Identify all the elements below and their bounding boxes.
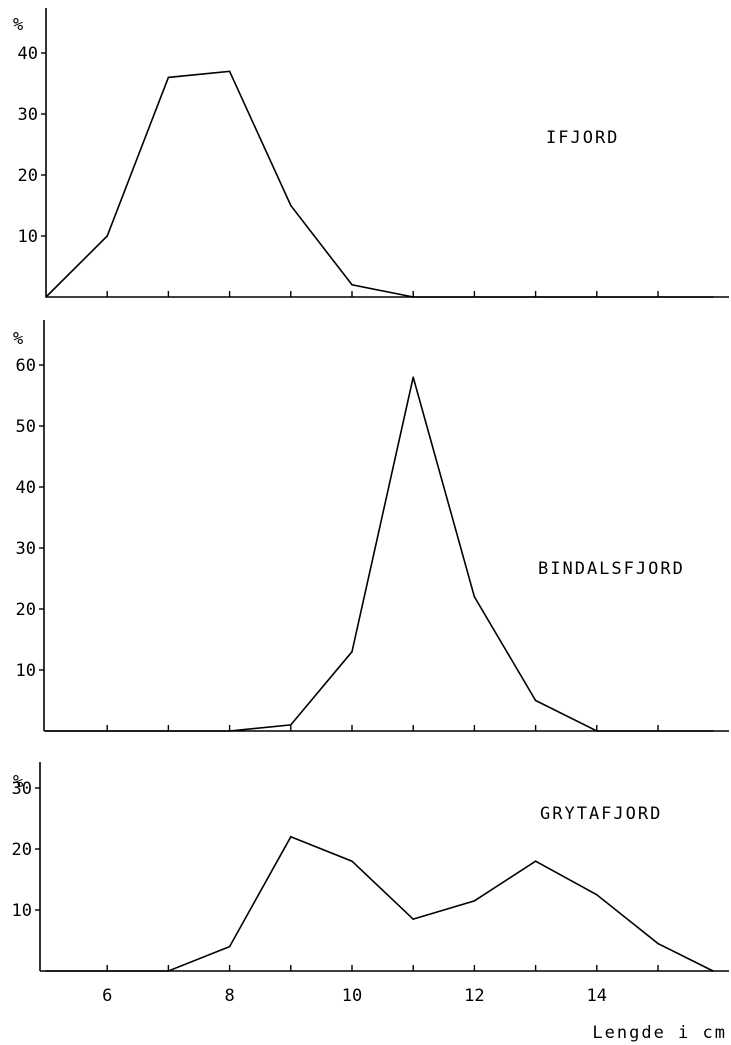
data-point [534, 699, 537, 702]
panel-title: GRYTAFJORD [540, 804, 662, 824]
data-point [228, 730, 231, 732]
data-point [45, 296, 47, 298]
data-point [351, 650, 353, 653]
y-tick-label: 60 [16, 356, 36, 376]
y-tick-label: 10 [16, 661, 36, 681]
data-point [412, 918, 415, 920]
data-point [290, 836, 292, 838]
x-tick-label: 14 [587, 986, 607, 1006]
panel-bindalsfjord: 10 20 30 40 50 60% BINDALSFJORD [13, 320, 729, 732]
x-tick-label: 6 [102, 986, 112, 1006]
y-tick-label: 20 [16, 600, 36, 620]
series-line [46, 376, 714, 732]
y-tick-label: 10 [18, 227, 38, 247]
panel-title: IFJORD [546, 128, 619, 148]
panel-ifjord: 10 20 30 40% IFJORD [13, 8, 729, 298]
y-axis-unit: % [13, 329, 23, 349]
y-tick-label: 40 [18, 44, 38, 64]
y-tick-label: 50 [16, 417, 36, 437]
data-point [712, 730, 714, 732]
x-tick-label: 8 [224, 986, 234, 1006]
data-point [596, 730, 598, 732]
data-point [473, 900, 476, 902]
panel-grytafjord: 10 20 30% 6 8 10 12 14 GRYTAFJORD [12, 762, 729, 1006]
x-axis-title: Lengde i cm [592, 1023, 727, 1043]
y-axis-unit: % [13, 15, 23, 35]
data-point [351, 284, 353, 286]
y-tick-label: 40 [16, 478, 36, 498]
y-tick-label: 30 [12, 779, 32, 799]
data-point [351, 860, 353, 862]
data-point [167, 76, 170, 79]
data-point [657, 942, 659, 945]
series-line [45, 70, 714, 298]
y-tick-label: 20 [18, 166, 38, 186]
series-line [46, 835, 714, 972]
data-point [167, 970, 170, 972]
data-point [228, 70, 231, 73]
data-point [290, 724, 292, 726]
x-tick-label: 12 [464, 986, 484, 1006]
data-point [712, 296, 714, 298]
data-point [534, 860, 537, 862]
panel-title: BINDALSFJORD [538, 559, 685, 579]
data-point [412, 376, 415, 379]
data-point [596, 893, 598, 896]
y-tick-label: 20 [12, 840, 32, 860]
y-tick-label: 30 [18, 105, 38, 125]
data-point [712, 970, 714, 972]
y-tick-label: 10 [12, 901, 32, 921]
y-tick-label: 30 [16, 539, 36, 559]
x-tick-label: 10 [342, 986, 362, 1006]
data-point [45, 970, 47, 972]
data-point [473, 596, 476, 598]
data-point [106, 235, 108, 237]
data-point [45, 730, 47, 732]
data-point [290, 204, 292, 207]
y-axis-unit: % [13, 772, 23, 792]
data-point [228, 945, 231, 948]
data-point [412, 296, 415, 298]
